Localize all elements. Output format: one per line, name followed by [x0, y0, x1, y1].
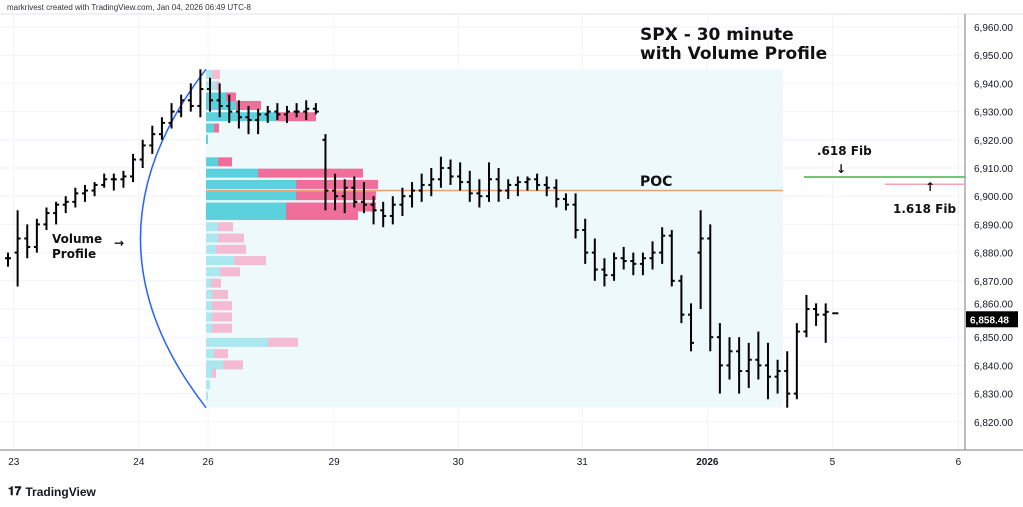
volume-bar-down — [212, 368, 216, 378]
volume-bar-down — [212, 69, 220, 79]
volume-bar-up — [206, 191, 296, 201]
volume-bar-down — [212, 323, 232, 333]
brand-name: TradingView — [25, 484, 96, 499]
y-tick-label: 6,960.00 — [974, 23, 1013, 34]
chart-title: SPX - 30 minute with Volume Profile — [640, 26, 827, 64]
y-tick-label: 6,890.00 — [974, 220, 1013, 231]
volume-bar-up — [206, 278, 211, 288]
fib-618-label: .618 Fib — [817, 144, 872, 158]
arrow-right-icon: → — [114, 236, 125, 250]
volume-bar-up — [206, 210, 286, 220]
volume-profile-curve — [139, 68, 207, 409]
volume-bar-up — [206, 323, 212, 333]
poc-label: POC — [640, 174, 673, 190]
volume-bar-up — [206, 360, 223, 370]
volume-bar-up — [206, 69, 212, 79]
volume-bar-down — [226, 92, 236, 102]
x-tick-label: 5 — [830, 457, 836, 468]
volume-bar-down — [216, 81, 220, 91]
arrow-up-icon: ↑ — [925, 180, 936, 194]
x-tick-label: 26 — [203, 457, 215, 468]
y-tick-label: 6,940.00 — [974, 79, 1013, 90]
volume-bar-up — [206, 233, 218, 243]
volume-bar-down — [234, 256, 266, 266]
y-tick-label: 6,930.00 — [974, 108, 1013, 119]
volume-bar-down — [218, 157, 232, 167]
volume-bar-down — [214, 349, 228, 359]
y-tick-label: 6,820.00 — [974, 418, 1013, 429]
volume-bar-up — [206, 301, 212, 311]
chart-credit: markrivest created with TradingView.com,… — [7, 3, 251, 12]
volume-bar-up — [206, 123, 214, 133]
y-tick-label: 6,950.00 — [974, 51, 1013, 62]
x-tick-label: 30 — [453, 457, 465, 468]
volume-bar-up — [206, 222, 218, 232]
volume-bar-up — [206, 391, 208, 401]
volume-profile-annotation: Volume Profile — [52, 232, 103, 261]
x-tick-label: 23 — [8, 457, 20, 468]
volume-bar-up — [206, 289, 212, 299]
title-line-1: SPX - 30 minute — [640, 25, 794, 45]
volume-bar-up — [206, 92, 226, 102]
volume-bar-down — [223, 360, 243, 370]
volume-bar-down — [286, 210, 358, 220]
volume-bar-up — [206, 312, 212, 322]
volume-bar-down — [268, 337, 298, 347]
y-tick-label: 6,840.00 — [974, 361, 1013, 372]
volume-bar-down — [286, 202, 376, 212]
volume-bar-up — [206, 134, 208, 144]
volume-bar-down — [258, 168, 363, 178]
volume-bar-down — [218, 233, 244, 243]
y-tick-label: 6,860.00 — [974, 299, 1013, 310]
volume-bar-up — [206, 349, 214, 359]
fib-1618-label: 1.618 Fib — [893, 202, 957, 216]
volume-bar-down — [214, 123, 219, 133]
x-tick-label: 31 — [577, 457, 589, 468]
volume-bar-up — [206, 380, 210, 390]
volume-bar-down — [296, 179, 378, 189]
x-tick-label: 24 — [133, 457, 145, 468]
tradingview-logo[interactable]: 𝟏𝟕 TradingView — [8, 484, 96, 499]
y-tick-label: 6,850.00 — [974, 333, 1013, 344]
volume-bar-up — [206, 244, 216, 254]
volume-bar-up — [206, 202, 286, 212]
last-price-badge — [966, 311, 1018, 328]
x-tick-label: 29 — [329, 457, 341, 468]
volume-bar-down — [212, 301, 232, 311]
y-tick-label: 6,920.00 — [974, 136, 1013, 147]
y-tick-label: 6,910.00 — [974, 164, 1013, 175]
volume-bar-down — [236, 100, 261, 110]
y-tick-label: 6,900.00 — [974, 192, 1013, 203]
volume-bar-up — [206, 157, 218, 167]
volume-bar-up — [206, 368, 212, 378]
volume-bar-up — [206, 337, 268, 347]
y-tick-label: 6,830.00 — [974, 390, 1013, 401]
volume-bar-down — [211, 278, 221, 288]
volume-bar-up — [206, 267, 220, 277]
volume-bar-down — [212, 312, 232, 322]
last-price-label: 6,858.48 — [970, 315, 1009, 326]
volume-bar-down — [212, 289, 228, 299]
volume-bar-down — [220, 267, 240, 277]
volume-bar-up — [206, 179, 296, 189]
tv-logo-icon: 𝟏𝟕 — [8, 484, 22, 498]
title-line-2: with Volume Profile — [640, 44, 828, 64]
y-tick-label: 6,880.00 — [974, 249, 1013, 260]
x-tick-label: 2026 — [696, 457, 719, 468]
volume-bar-up — [206, 256, 234, 266]
arrow-down-icon: ↓ — [836, 162, 847, 176]
volume-profile-area — [206, 69, 783, 408]
volume-bar-up — [206, 168, 258, 178]
volume-bar-down — [218, 222, 233, 232]
volume-bar-down — [216, 244, 246, 254]
y-tick-label: 6,870.00 — [974, 277, 1013, 288]
x-tick-label: 6 — [956, 457, 962, 468]
